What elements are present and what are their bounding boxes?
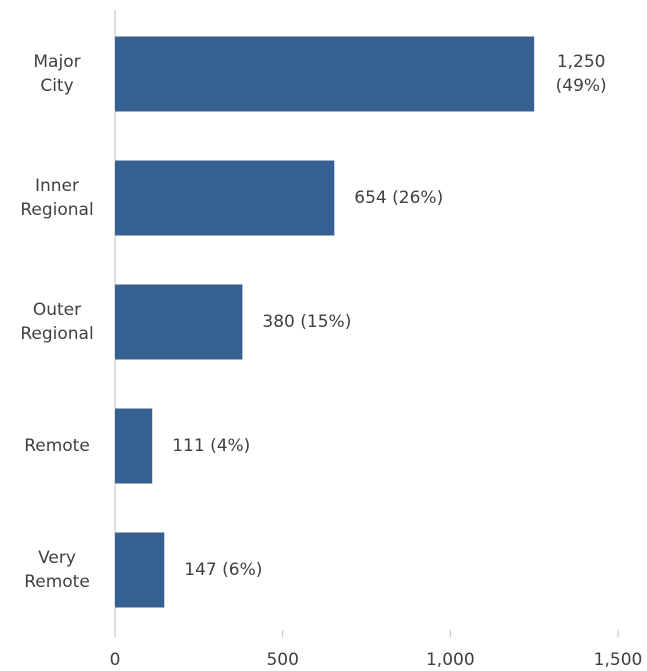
- x-tick-label: 500: [266, 650, 298, 670]
- value-label: 111 (4%): [172, 436, 250, 456]
- bar: [115, 532, 165, 608]
- x-tick-label: 1,500: [594, 650, 643, 670]
- bar: [115, 408, 153, 484]
- x-tick-label: 0: [110, 650, 121, 670]
- y-tick-label: Remote: [24, 436, 90, 456]
- value-label: 147 (6%): [184, 560, 262, 580]
- x-tick-label: 1,000: [426, 650, 475, 670]
- bar: [115, 160, 335, 236]
- value-label: 380 (15%): [262, 312, 351, 332]
- bar: [115, 284, 243, 360]
- bar: [115, 36, 535, 112]
- value-label: 654 (26%): [354, 188, 443, 208]
- y-tick-label: Inner Regional: [20, 176, 93, 220]
- value-label: 1,250 (49%): [556, 52, 607, 96]
- y-tick-label: Outer Regional: [20, 300, 93, 344]
- y-tick-label: Very Remote: [24, 548, 90, 592]
- y-tick-label: Major City: [33, 52, 80, 96]
